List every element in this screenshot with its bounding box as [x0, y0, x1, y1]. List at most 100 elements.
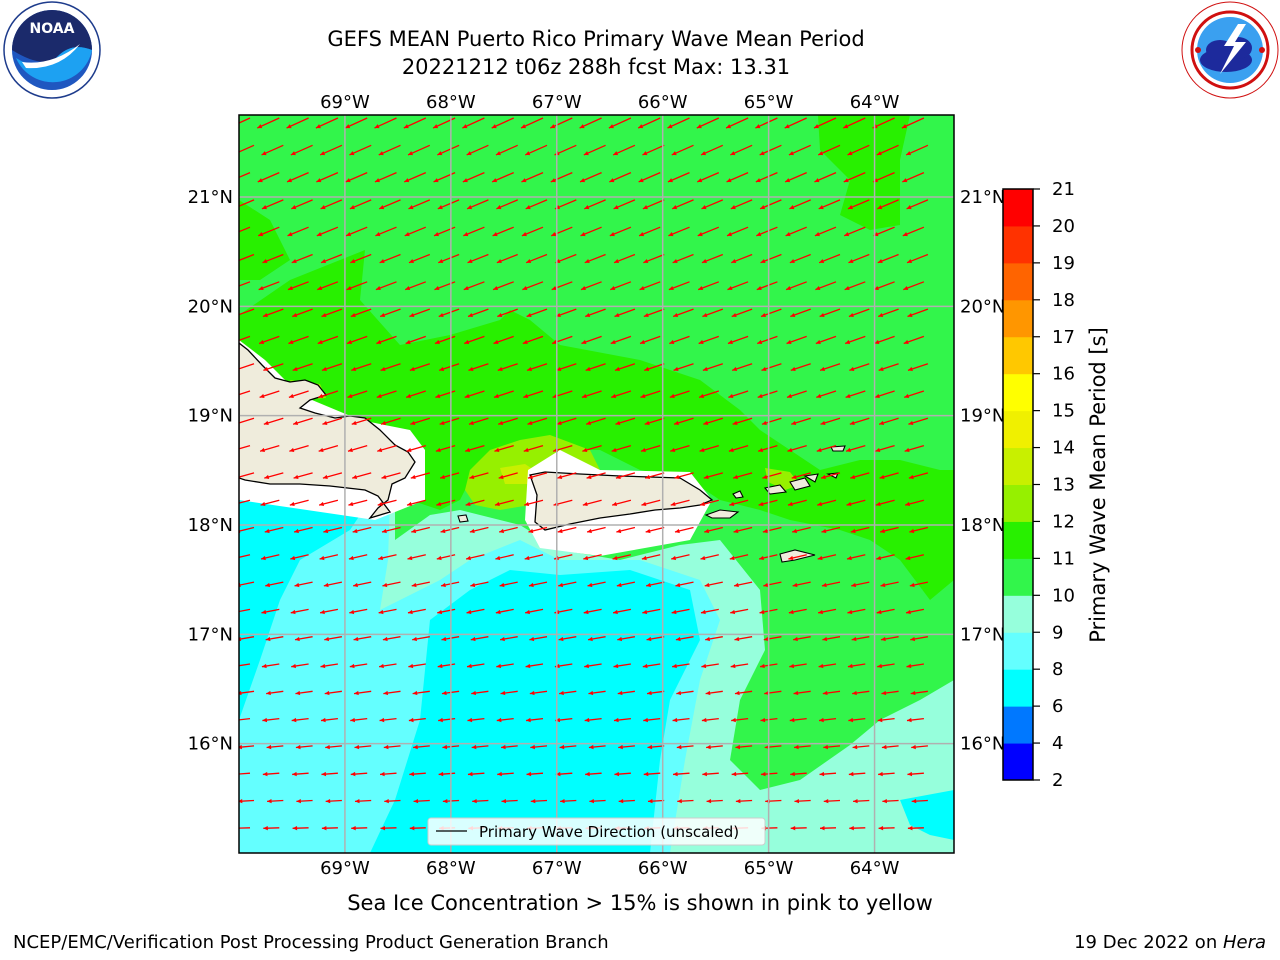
- wave-arrow-head: [669, 393, 675, 399]
- wave-arrow-head: [262, 259, 268, 264]
- colorbar-tick-label: 16: [1052, 364, 1075, 385]
- wave-arrow-head: [879, 474, 885, 480]
- wave-arrow-head: [291, 205, 297, 210]
- wave-arrow-head: [559, 690, 564, 696]
- wave-arrow-head: [379, 717, 385, 723]
- wave-arrow-head: [439, 366, 445, 372]
- longitude-label: 64°W: [850, 858, 900, 879]
- wave-arrow-head: [317, 285, 323, 291]
- wave-arrow-head: [697, 232, 703, 237]
- wave-arrow-head: [234, 826, 239, 830]
- wave-arrow-head: [322, 420, 328, 426]
- wave-arrow-head: [671, 609, 677, 615]
- wave-arrow-head: [734, 636, 740, 642]
- wave-arrow-head: [349, 205, 355, 210]
- wave-arrow-head: [700, 555, 706, 561]
- wave-arrow-head: [821, 474, 826, 480]
- period-band-6-8: [900, 790, 954, 840]
- colorbar-tick-label: 21: [1052, 179, 1075, 200]
- wave-arrow-head: [644, 366, 650, 372]
- colorbar-tick-label: 6: [1052, 696, 1063, 717]
- wave-arrow-head: [642, 151, 648, 156]
- wave-arrow-head: [349, 663, 355, 669]
- wave-arrow-head: [322, 474, 328, 480]
- wave-arrow-head: [321, 771, 327, 777]
- wave-arrow-head: [291, 663, 296, 669]
- wave-arrow-head: [525, 663, 531, 669]
- wave-arrow-head: [643, 312, 649, 318]
- wave-arrow: [239, 581, 255, 586]
- wave-arrow-head: [847, 151, 853, 156]
- wave-arrow-head: [438, 771, 444, 777]
- wave-arrow-head: [878, 771, 883, 777]
- wave-arrow-head: [464, 393, 470, 399]
- wave-arrow-head: [676, 744, 682, 750]
- wave-arrow-head: [672, 259, 678, 264]
- wave-arrow-head: [407, 555, 413, 561]
- wave-arrow-head: [614, 312, 620, 318]
- wave-arrow-head: [436, 555, 442, 561]
- wave-arrow-head: [316, 232, 322, 237]
- longitude-label: 68°W: [426, 858, 476, 879]
- island-outline: [732, 490, 744, 499]
- wave-arrow-head: [675, 582, 681, 588]
- wave-arrow-head: [260, 501, 266, 507]
- wave-arrow-head: [785, 232, 791, 237]
- wave-arrow-head: [819, 259, 825, 264]
- wave-arrow-head: [324, 690, 330, 696]
- wave-arrow-head: [874, 339, 880, 345]
- wave-arrow-head: [849, 825, 854, 831]
- wave-arrow-head: [524, 555, 530, 561]
- wave-arrow-head: [290, 555, 296, 561]
- latitude-label: 17°N: [188, 624, 233, 645]
- wave-arrow-head: [557, 528, 563, 534]
- wave-arrow-head: [763, 636, 769, 642]
- wave-arrow-head: [381, 474, 387, 480]
- colorbar-tick-label: 19: [1052, 253, 1075, 274]
- wave-arrow-head: [612, 501, 618, 507]
- wave-arrow-head: [465, 447, 471, 453]
- wave-arrow-head: [232, 556, 237, 560]
- longitude-label: 65°W: [744, 92, 794, 113]
- wave-arrow-head: [702, 771, 707, 777]
- map-frame: [238, 114, 955, 854]
- wave-arrow-head: [408, 151, 414, 156]
- latitude-label: 18°N: [188, 515, 233, 536]
- wave-arrow-head: [265, 636, 271, 642]
- wave-arrow-head: [672, 717, 678, 723]
- wave-arrow-head: [350, 717, 355, 723]
- wave-arrow-head: [700, 501, 705, 507]
- colorbar-tick-label: 8: [1052, 659, 1063, 680]
- graticule: [239, 115, 954, 853]
- wave-arrow-head: [433, 124, 439, 129]
- wave-arrow-head: [492, 232, 498, 237]
- wave-arrow-head: [794, 798, 800, 804]
- wave-arrow-head: [404, 232, 410, 237]
- wave-arrow-head: [642, 663, 648, 669]
- wave-arrow-head: [352, 474, 358, 480]
- wave-arrow-head: [526, 312, 532, 318]
- wave-arrow-head: [618, 744, 623, 750]
- wave-arrow-head: [846, 447, 852, 453]
- wave-arrow-head: [823, 798, 829, 804]
- wave-arrow-head: [266, 744, 272, 750]
- wave-arrow-head: [525, 151, 531, 156]
- wave-arrow-head: [732, 420, 738, 426]
- wave-arrow-head: [726, 178, 732, 183]
- wave-arrow-head: [467, 717, 473, 723]
- wave-arrow-head: [735, 798, 741, 804]
- wave-arrow-head: [642, 609, 648, 615]
- wave-arrow-head: [348, 555, 354, 561]
- wave-arrow-head: [494, 393, 499, 399]
- wave-arrow-head: [786, 285, 792, 291]
- footer-date: 19 Dec 2022 on Hera: [1074, 932, 1266, 953]
- wave-arrow-head: [673, 312, 679, 318]
- wave-arrow-head: [645, 528, 651, 534]
- wave-arrow-head: [879, 420, 885, 426]
- wave-arrow-head: [408, 205, 414, 210]
- colorbar-tick-label: 13: [1052, 475, 1075, 496]
- wave-arrow-head: [580, 285, 586, 291]
- wave-arrow-head: [610, 285, 616, 291]
- wave-arrow-head: [791, 420, 797, 426]
- wave-arrow: [239, 417, 255, 424]
